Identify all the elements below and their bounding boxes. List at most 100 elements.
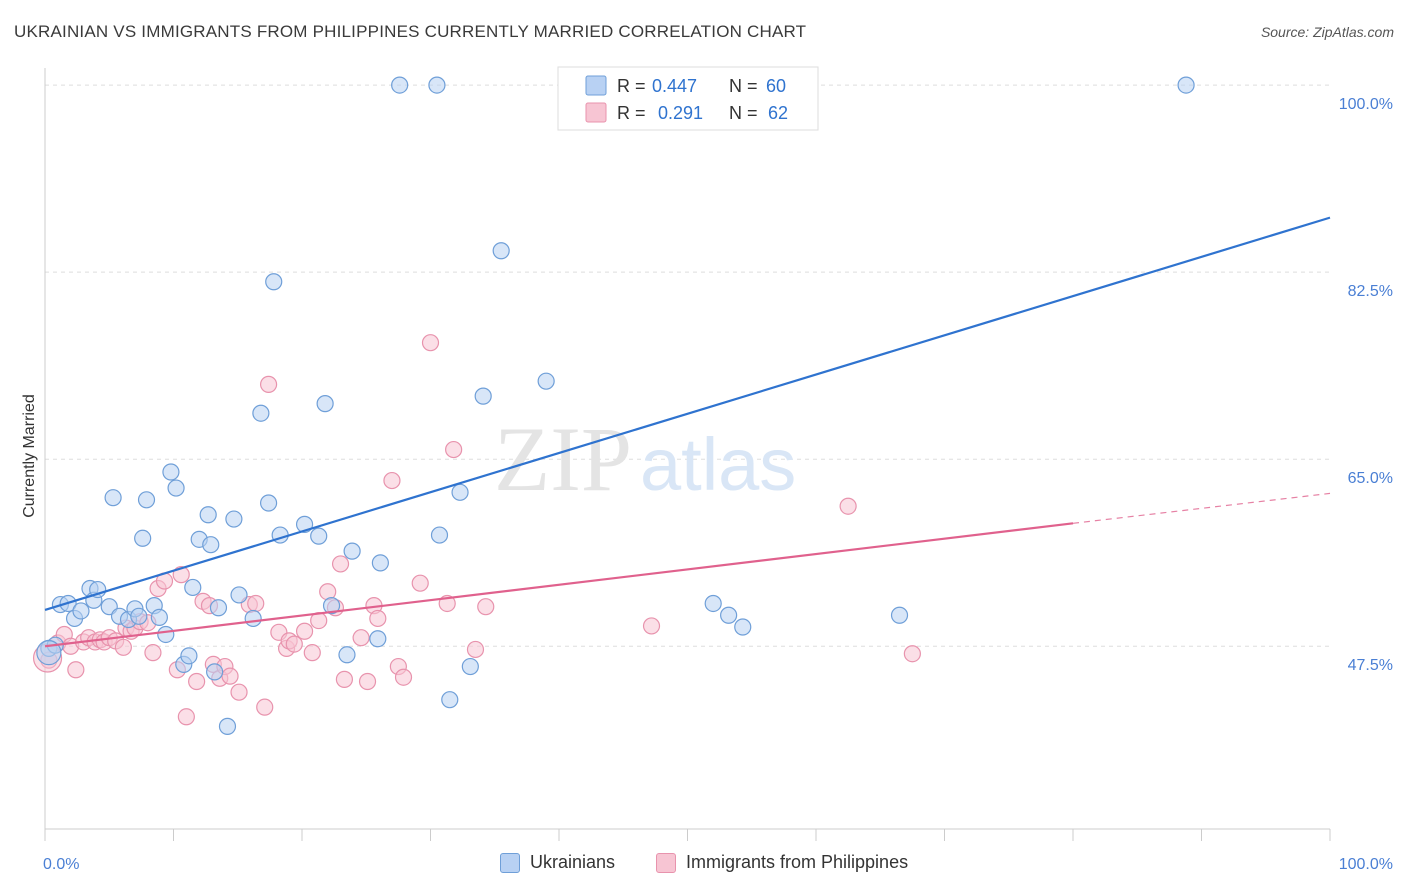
philippines-point-48 [358, 672, 377, 691]
ukrainians-point-29 [209, 599, 228, 617]
ukrainians-point-45 [371, 554, 389, 572]
legend-r-value-2: 0.291 [658, 103, 703, 123]
ukrainians-point-52 [474, 387, 492, 405]
legend-n-label-1: N = [729, 76, 758, 96]
watermark: ZIP atlas [494, 408, 796, 510]
ukrainians-point-54 [537, 372, 555, 390]
grid-lines [45, 84, 1330, 647]
legend-label-philippines: Immigrants from Philippines [686, 852, 909, 872]
philippines-point-51 [383, 471, 401, 490]
philippines-point-58 [466, 640, 485, 659]
ukrainians-point-14 [130, 607, 148, 625]
y-axis-label: Currently Married [21, 394, 38, 518]
philippines-point-59 [477, 598, 495, 616]
ukrainians-point-51 [461, 657, 479, 676]
ukrainians-point-57 [734, 618, 752, 636]
ukrainians-point-59 [1177, 76, 1195, 94]
ukrainians-point-34 [252, 404, 270, 422]
ukrainians-point-46 [391, 76, 409, 94]
y-tick-label-1: 65.0% [1348, 470, 1393, 487]
philippines-point-60 [642, 617, 661, 635]
ukrainians-point-28 [206, 663, 224, 681]
philippines-point-41 [303, 644, 321, 662]
ukrainians-point-16 [137, 491, 156, 509]
legend-r-label-1: R = [617, 76, 646, 96]
ukrainians-point-18 [150, 608, 168, 626]
ukrainians-point-42 [338, 646, 356, 664]
ukrainians-point-5 [72, 602, 90, 620]
ukrainians-point-40 [316, 395, 334, 413]
ukrainians-point-56 [720, 606, 738, 624]
source-credit: Source: ZipAtlas.com [1260, 24, 1394, 40]
philippines-point-57 [445, 440, 463, 459]
ukrainians-cluster-point [36, 640, 62, 666]
legend-bottom: Ukrainians Immigrants from Philippines [0, 852, 1406, 876]
trend-lines [44, 216, 1331, 648]
philippines-point-31 [230, 683, 248, 701]
legend-label-ukrainians: Ukrainians [530, 852, 616, 872]
ukrainians-point-36 [265, 273, 283, 291]
philippines-point-50 [369, 609, 387, 628]
ukrainians-point-20 [162, 463, 180, 481]
philippines-point-4 [67, 661, 85, 679]
ukrainians-point-41 [322, 597, 341, 615]
series-ukrainians-points [36, 76, 1195, 735]
ukrainians-point-35 [259, 494, 278, 512]
y-tick-labels: 47.5% 65.0% 82.5% 100.0% [1339, 96, 1393, 674]
ukrainians-point-23 [180, 647, 198, 665]
philippines-point-39 [285, 635, 303, 653]
ukrainians-point-24 [184, 578, 202, 597]
trend-line-philippines-extension [1072, 492, 1331, 524]
legend-bottom-swatch-ukrainians [500, 852, 520, 873]
ukrainians-point-49 [441, 691, 459, 709]
philippines-point-30 [221, 667, 239, 685]
philippines-point-62 [903, 645, 921, 663]
ukrainians-point-31 [225, 510, 243, 528]
trend-line-ukrainians [44, 216, 1331, 611]
legend-item-ukrainians: Ukrainians [500, 852, 615, 873]
chart-title: UKRAINIAN VS IMMIGRANTS FROM PHILIPPINES… [14, 22, 807, 41]
ukrainians-point-50 [451, 483, 469, 501]
ukrainians-point-33 [244, 609, 262, 628]
x-tick-label-0: 0.0% [43, 856, 79, 873]
philippines-point-47 [352, 629, 370, 647]
philippines-point-33 [247, 594, 265, 613]
philippines-point-24 [188, 672, 206, 691]
philippines-point-54 [411, 574, 429, 592]
legend-r-label-2: R = [617, 103, 646, 123]
legend-swatch-ukrainians [585, 75, 607, 96]
philippines-point-55 [421, 334, 440, 352]
trend-line-philippines [44, 522, 1074, 648]
legend-item-philippines: Immigrants from Philippines [656, 852, 908, 873]
philippines-point-18 [144, 644, 162, 662]
ukrainians-point-26 [199, 506, 217, 524]
philippines-point-35 [259, 375, 278, 393]
ukrainians-point-21 [167, 479, 185, 497]
philippines-point-45 [331, 555, 350, 573]
ukrainians-point-27 [202, 536, 220, 554]
philippines-point-12 [114, 638, 132, 656]
ukrainians-point-39 [310, 527, 328, 545]
ukrainians-point-30 [218, 717, 237, 735]
axes [44, 68, 1331, 841]
philippines-point-40 [295, 622, 314, 640]
ukrainians-point-44 [369, 630, 387, 648]
y-tick-label-3: 100.0% [1339, 96, 1393, 113]
y-tick-label-2: 82.5% [1348, 283, 1393, 300]
watermark-atlas: atlas [640, 423, 796, 506]
legend-top: R = 0.447 N = 60 R = 0.291 N = 62 [557, 66, 819, 131]
x-tick-label-1: 100.0% [1339, 856, 1393, 873]
ukrainians-point-19 [157, 625, 175, 644]
ukrainians-point-32 [230, 586, 248, 604]
ukrainians-point-53 [492, 242, 510, 260]
legend-r-value-1: 0.447 [652, 76, 697, 96]
legend-n-value-2: 62 [768, 103, 788, 123]
philippines-point-46 [335, 670, 354, 688]
philippines-point-23 [177, 708, 195, 726]
legend-n-label-2: N = [729, 103, 758, 123]
ukrainians-point-48 [430, 526, 449, 544]
ukrainians-point-43 [343, 542, 361, 560]
legend-n-value-1: 60 [766, 76, 786, 96]
philippines-point-53 [394, 668, 413, 686]
